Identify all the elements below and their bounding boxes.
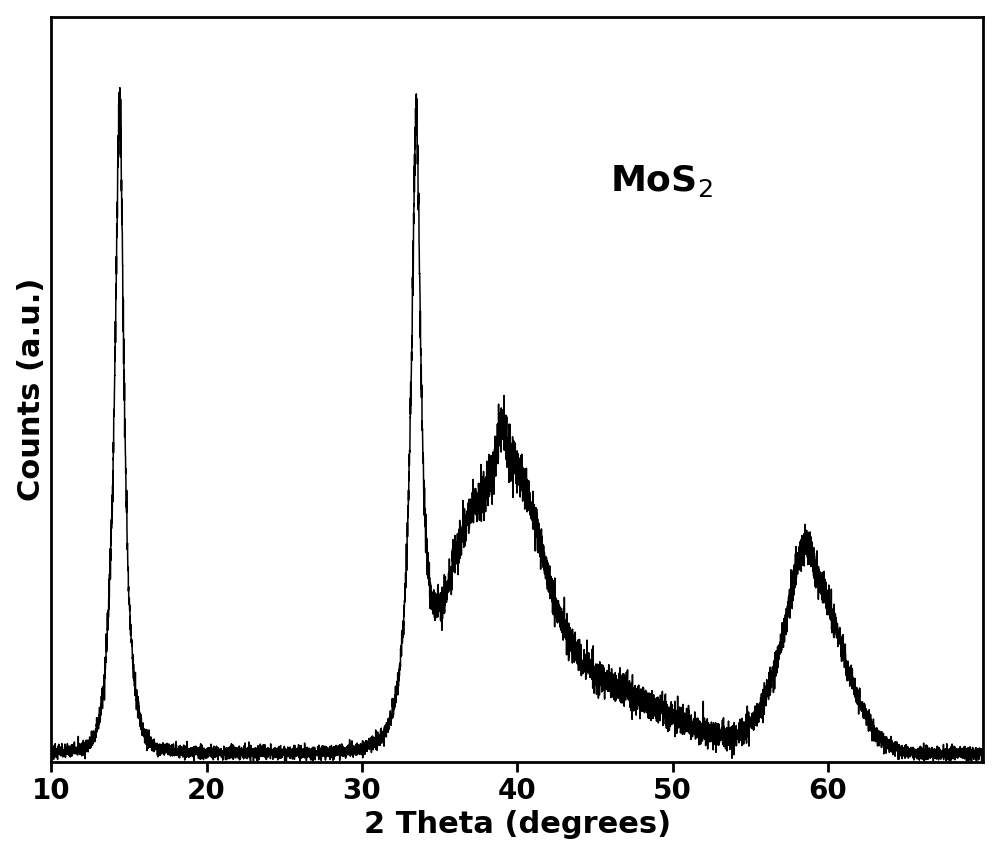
X-axis label: 2 Theta (degrees): 2 Theta (degrees) [364, 811, 671, 840]
Text: MoS$_2$: MoS$_2$ [610, 163, 713, 199]
Y-axis label: Counts (a.u.): Counts (a.u.) [17, 277, 46, 501]
